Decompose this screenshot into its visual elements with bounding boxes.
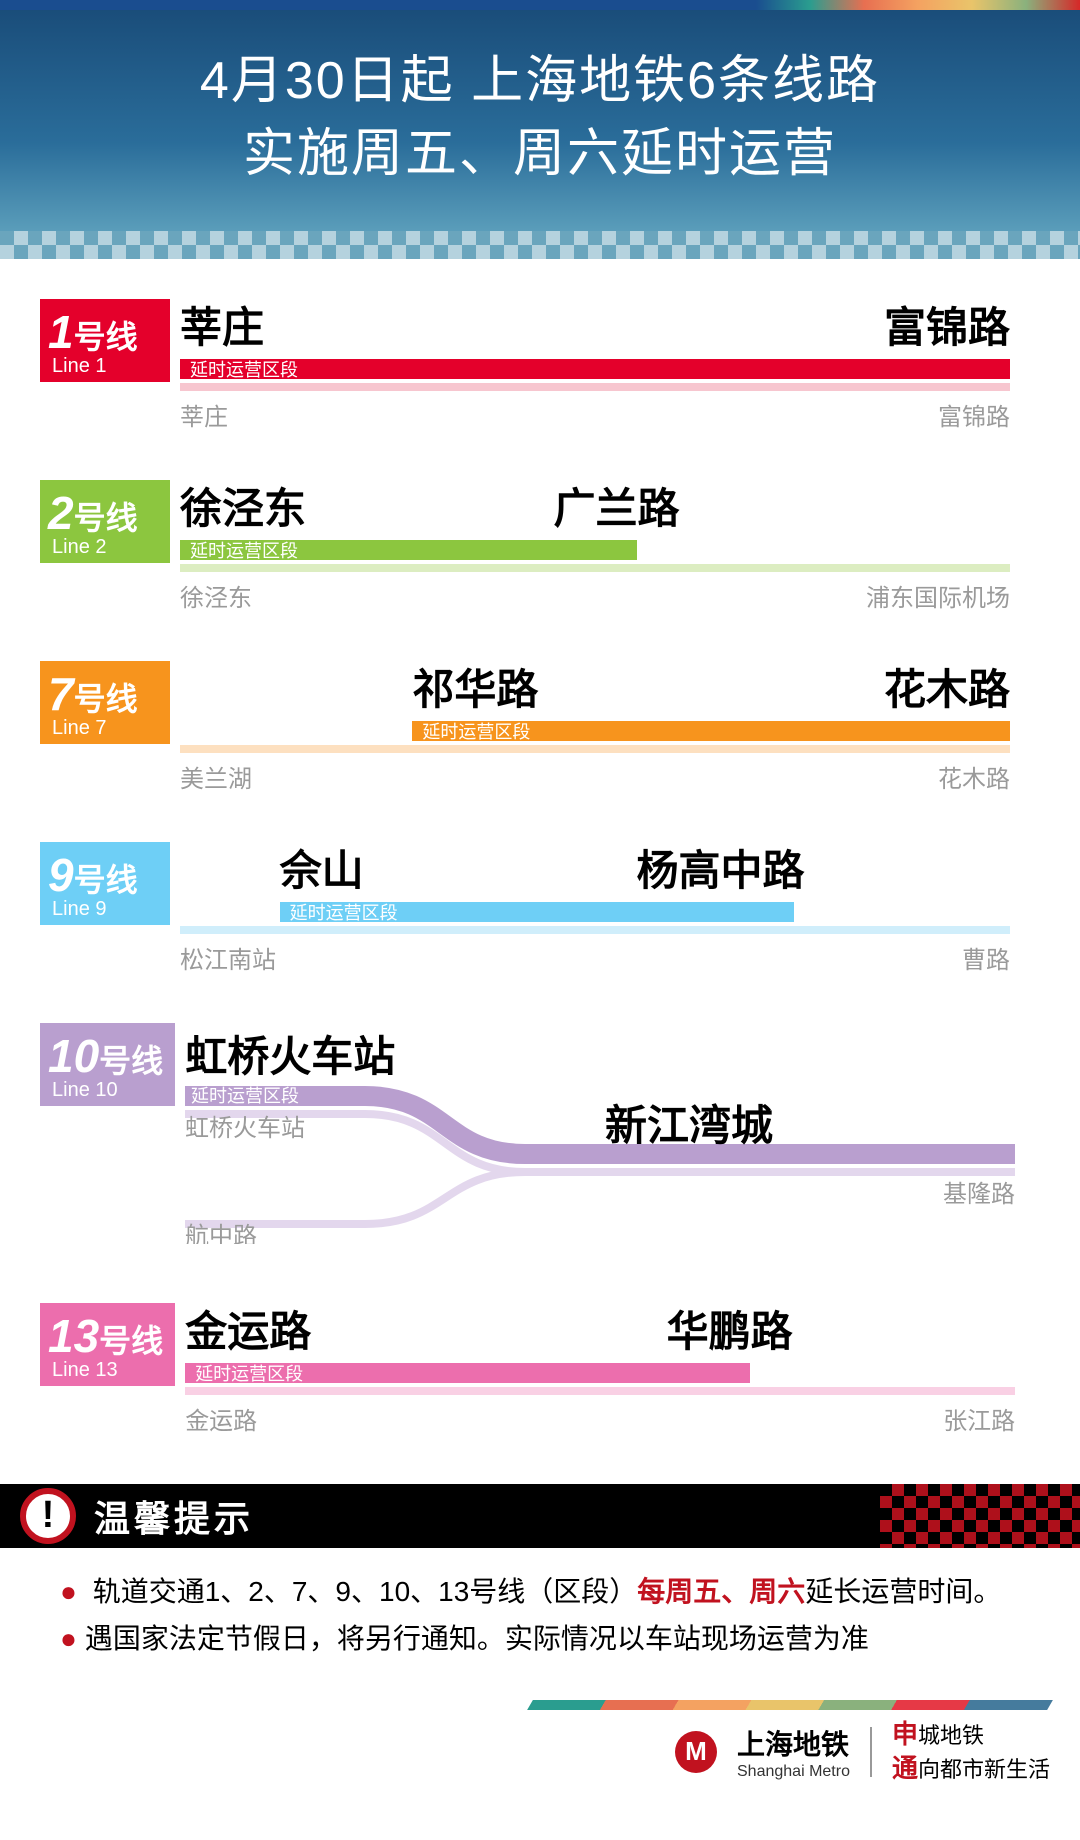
line-badge: 7号线Line 7 [40,661,170,744]
notice-section: ! 温馨提示 轨道交通1、2、7、9、10、13号线（区段）每周五、周六延长运营… [0,1484,1080,1673]
stations-bottom: 徐泾东 浦东国际机场 [180,578,1010,613]
full-bar [180,383,1010,391]
station-label: 虹桥火车站 [185,1023,1015,1084]
stations-top: 金运路华鹏路 [185,1303,1015,1359]
notice-line2: 遇国家法定节假日，将另行通知。实际情况以车站现场运营为准 [60,1615,1040,1663]
footer-content: 上海地铁 Shanghai Metro 申城地铁 通向都市新生活 [30,1718,1050,1786]
ext-label: 延时运营区段 [184,537,304,563]
notice-title: 温馨提示 [94,1490,254,1542]
station-label: 佘山 [280,837,364,898]
line-2: 2号线Line 2徐泾东广兰路延时运营区段徐泾东 浦东国际机场 [40,480,1030,613]
top-stripe [0,0,1080,10]
ext-bar: 延时运营区段 [185,1363,1015,1383]
ext-bar: 延时运营区段 [180,540,1010,560]
ext-label: 延时运营区段 [184,356,304,382]
station-label: 莘庄 [180,397,228,432]
line-diagram: 祁华路花木路延时运营区段美兰湖 花木路 [180,661,1010,794]
station-label: 金运路 [185,1298,311,1359]
station-label: 徐泾东 [180,475,306,536]
footer-stripe [527,1700,1053,1710]
station-label: 广兰路 [554,475,680,536]
stations-top: 祁华路花木路 [180,661,1010,717]
line-badge: 9号线Line 9 [40,842,170,925]
header-title: 4月30日起 上海地铁6条线路 实施周五、周六延时运营 [20,45,1060,191]
full-bar [180,926,1010,934]
lines-container: 1号线Line 1莘庄富锦路延时运营区段莘庄富锦路2号线Line 2徐泾东广兰路… [0,259,1080,1436]
brand-en: Shanghai Metro [737,1763,850,1781]
station-label: 金运路 [185,1401,257,1436]
full-bar [185,1387,1015,1395]
header-banner: 4月30日起 上海地铁6条线路 实施周五、周六延时运营 [0,10,1080,231]
stations-bottom: 金运路 张江路 [185,1401,1015,1436]
line-diagram: 金运路华鹏路延时运营区段金运路 张江路 [185,1303,1015,1436]
ext-label: 延时运营区段 [284,899,404,925]
stations-top: 莘庄富锦路 [180,299,1010,355]
slogan: 申城地铁 通向都市新生活 [892,1718,1050,1786]
brand: 上海地铁 Shanghai Metro [737,1723,850,1781]
brand-zh: 上海地铁 [737,1723,850,1763]
station-label: 松江南站 [180,940,276,975]
station-label: 虹桥火车站 [185,1115,305,1142]
line-1: 1号线Line 1莘庄富锦路延时运营区段莘庄富锦路 [40,299,1030,432]
line-diagram: 莘庄富锦路延时运营区段莘庄富锦路 [180,299,1010,432]
metro-logo-icon [675,1731,717,1773]
header-line1: 4月30日起 上海地铁6条线路 [200,52,880,110]
line-10: 10号线Line 10虹桥火车站延时运营区段虹桥火车站航中路新江湾城基隆路 [40,1023,1030,1243]
header-line2: 实施周五、周六延时运营 [243,125,837,183]
line-7: 7号线Line 7祁华路花木路延时运营区段美兰湖 花木路 [40,661,1030,794]
stations-bottom: 松江南站 曹路 [180,940,1010,975]
station-label: 富锦路 [938,397,1010,432]
line-badge: 2号线Line 2 [40,480,170,563]
ext-label: 延时运营区段 [189,1360,309,1386]
station-label: 新江湾城 [605,1102,773,1149]
station-label: 曹路 [962,940,1010,975]
ext-label: 延时运营区段 [416,718,536,744]
full-bar [180,564,1010,572]
checker-pattern [0,231,1080,259]
stations-top: 徐泾东广兰路 [180,480,1010,536]
line-diagram: 佘山杨高中路延时运营区段松江南站 曹路 [180,842,1010,975]
station-label: 华鹏路 [667,1298,793,1359]
notice-header: ! 温馨提示 [0,1484,1080,1548]
line-badge: 13号线Line 13 [40,1303,175,1386]
station-label: 富锦路 [884,294,1010,355]
station-label: 基隆路 [943,1181,1015,1208]
station-label: 杨高中路 [637,837,805,898]
station-label: 航中路 [185,1223,257,1244]
station-label: 浦东国际机场 [866,578,1010,613]
notice-dots [880,1484,1080,1548]
footer: 上海地铁 Shanghai Metro 申城地铁 通向都市新生活 [30,1700,1050,1820]
footer-divider [870,1727,872,1777]
line-diagram: 徐泾东广兰路延时运营区段徐泾东 浦东国际机场 [180,480,1010,613]
station-label: 莘庄 [180,294,264,355]
station-label: 祁华路 [412,656,538,717]
station-label: 徐泾东 [180,578,252,613]
line-13: 13号线Line 13金运路华鹏路延时运营区段金运路 张江路 [40,1303,1030,1436]
station-label: 花木路 [938,759,1010,794]
line-diagram: 虹桥火车站延时运营区段虹桥火车站航中路新江湾城基隆路 [185,1023,1015,1233]
stations-top: 佘山杨高中路 [180,842,1010,898]
full-bar [180,745,1010,753]
branch-svg: 延时运营区段虹桥火车站航中路 新江湾城基隆路 [185,1084,1015,1244]
exclamation-icon: ! [20,1488,76,1544]
stations-bottom: 美兰湖 花木路 [180,759,1010,794]
station-label: 美兰湖 [180,759,252,794]
line-9: 9号线Line 9佘山杨高中路延时运营区段松江南站 曹路 [40,842,1030,975]
ext-bar: 延时运营区段 [180,902,1010,922]
line-badge: 10号线Line 10 [40,1023,175,1106]
ext-bar: 延时运营区段 [180,359,1010,379]
notice-body: 轨道交通1、2、7、9、10、13号线（区段）每周五、周六延长运营时间。 遇国家… [0,1548,1080,1673]
station-label: 花木路 [884,656,1010,717]
station-label: 张江路 [943,1401,1015,1436]
svg-text:延时运营区段: 延时运营区段 [191,1086,299,1106]
notice-line1: 轨道交通1、2、7、9、10、13号线（区段）每周五、周六延长运营时间。 [60,1568,1040,1616]
line-badge: 1号线Line 1 [40,299,170,382]
stations-bottom: 莘庄 富锦路 [180,397,1010,432]
ext-bar: 延时运营区段 [180,721,1010,741]
